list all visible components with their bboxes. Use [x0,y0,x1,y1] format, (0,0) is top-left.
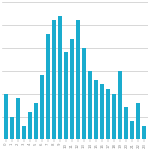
Bar [28,112,32,140]
Bar [58,16,62,140]
Bar [4,94,8,140]
Bar [22,126,26,140]
Bar [16,98,20,140]
Bar [10,117,14,140]
Bar [34,103,38,140]
Bar [64,52,68,140]
Bar [130,121,134,140]
Bar [40,75,44,140]
Bar [106,89,110,140]
Bar [142,126,146,140]
Bar [52,20,56,140]
Bar [88,71,92,140]
Bar [46,34,50,140]
Bar [82,48,86,140]
Bar [76,20,80,140]
Bar [136,103,140,140]
Bar [124,107,128,140]
Bar [94,80,98,140]
Bar [70,39,74,140]
Bar [112,94,116,140]
Bar [100,84,104,140]
Bar [118,71,122,140]
